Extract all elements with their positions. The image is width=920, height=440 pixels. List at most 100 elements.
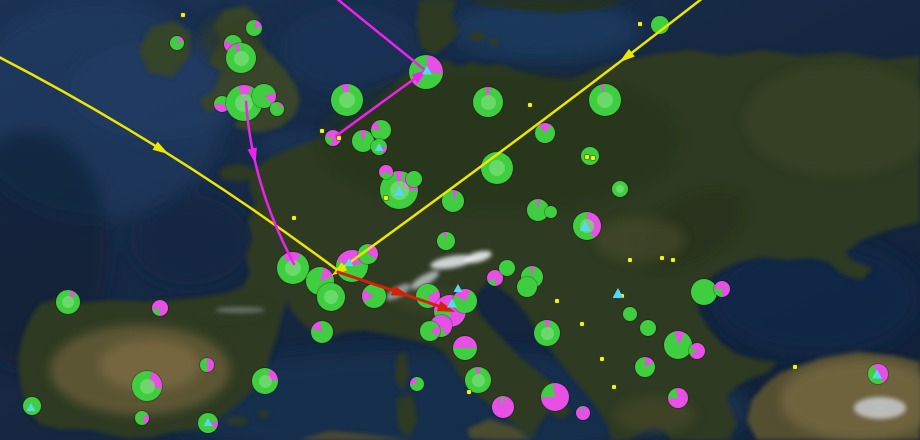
- waypoint-dot[interactable]: [585, 155, 589, 159]
- pie-marker[interactable]: [331, 84, 363, 116]
- waypoint-dot[interactable]: [528, 103, 532, 107]
- waypoint-dot[interactable]: [600, 357, 604, 361]
- pie-marker[interactable]: [534, 320, 560, 346]
- pie-marker[interactable]: [170, 36, 184, 50]
- pie-marker[interactable]: [541, 383, 569, 411]
- pie-marker[interactable]: [56, 290, 80, 314]
- waypoint-dot[interactable]: [793, 365, 797, 369]
- pie-marker[interactable]: [420, 321, 440, 341]
- pie-marker[interactable]: [252, 368, 278, 394]
- pie-marker[interactable]: [352, 130, 374, 152]
- pie-marker[interactable]: [473, 87, 503, 117]
- pie-marker[interactable]: [132, 371, 162, 401]
- triangle-marker[interactable]: [203, 417, 213, 426]
- pie-inner-ring: [616, 185, 624, 193]
- pie-marker[interactable]: [152, 300, 168, 316]
- pie-marker[interactable]: [714, 281, 730, 297]
- yellow-route-east[interactable]: [336, 0, 708, 273]
- pie-marker[interactable]: [200, 358, 214, 372]
- yellow-route-east-arrow: [619, 48, 635, 63]
- pie-inner-ring: [540, 326, 554, 340]
- red-route-arrow: [390, 285, 410, 297]
- pie-marker[interactable]: [517, 277, 537, 297]
- magenta-route-north[interactable]: [331, 0, 428, 73]
- red-route[interactable]: [336, 270, 449, 311]
- magenta-route-uk[interactable]: [244, 100, 296, 266]
- pie-marker[interactable]: [640, 320, 656, 336]
- pie-marker[interactable]: [481, 152, 513, 184]
- pie-marker[interactable]: [623, 307, 637, 321]
- magenta-route-uk-arrow: [247, 147, 257, 165]
- pie-marker[interactable]: [277, 252, 309, 284]
- pie-marker[interactable]: [226, 43, 256, 73]
- pie-marker[interactable]: [668, 388, 688, 408]
- pie-marker[interactable]: [453, 336, 477, 360]
- waypoint-dot[interactable]: [467, 390, 471, 394]
- triangle-marker[interactable]: [612, 288, 624, 299]
- triangle-marker[interactable]: [393, 186, 405, 197]
- red-route-arrow: [436, 301, 456, 312]
- triangle-marker[interactable]: [26, 402, 36, 411]
- pie-marker[interactable]: [465, 367, 491, 393]
- pie-marker[interactable]: [311, 321, 333, 343]
- pie-marker[interactable]: [612, 181, 628, 197]
- pie-inner-ring: [62, 296, 74, 308]
- waypoint-dot[interactable]: [628, 258, 632, 262]
- pie-inner-ring: [339, 92, 355, 108]
- pie-inner-ring: [139, 378, 155, 394]
- waypoint-dot[interactable]: [320, 129, 324, 133]
- pie-marker[interactable]: [487, 270, 503, 286]
- pie-marker[interactable]: [691, 279, 717, 305]
- pie-marker[interactable]: [492, 396, 514, 418]
- waypoint-dot[interactable]: [612, 385, 616, 389]
- pie-marker[interactable]: [371, 120, 391, 140]
- pie-inner-ring: [471, 373, 485, 387]
- waypoint-dot[interactable]: [181, 13, 185, 17]
- waypoint-dot[interactable]: [337, 136, 341, 140]
- waypoint-dot[interactable]: [384, 196, 388, 200]
- triangle-marker[interactable]: [579, 221, 591, 232]
- pie-marker[interactable]: [499, 260, 515, 276]
- waypoint-dot[interactable]: [660, 256, 664, 260]
- yellow-route-west[interactable]: [0, 55, 342, 274]
- yellow-route-east-arrow: [331, 262, 348, 276]
- waypoint-dot[interactable]: [638, 22, 642, 26]
- triangle-marker[interactable]: [374, 142, 384, 151]
- magenta-route-benelux[interactable]: [334, 72, 423, 138]
- pie-marker[interactable]: [246, 20, 262, 36]
- pie-marker[interactable]: [135, 411, 149, 425]
- pie-marker[interactable]: [664, 331, 692, 359]
- pie-marker[interactable]: [576, 406, 590, 420]
- waypoint-dot[interactable]: [591, 156, 595, 160]
- pie-marker[interactable]: [317, 283, 345, 311]
- pie-marker[interactable]: [410, 377, 424, 391]
- pie-inner-ring: [258, 374, 272, 388]
- pie-marker[interactable]: [581, 147, 599, 165]
- pie-marker[interactable]: [437, 232, 455, 250]
- pie-marker[interactable]: [545, 206, 557, 218]
- pie-marker[interactable]: [453, 289, 477, 313]
- triangle-marker[interactable]: [453, 283, 463, 292]
- pie-marker[interactable]: [651, 16, 669, 34]
- pie-marker[interactable]: [442, 190, 464, 212]
- waypoint-dot[interactable]: [671, 258, 675, 262]
- pie-marker[interactable]: [527, 199, 549, 221]
- triangle-marker[interactable]: [422, 65, 432, 75]
- waypoint-dot[interactable]: [292, 216, 296, 220]
- pie-marker[interactable]: [689, 343, 705, 359]
- pie-marker[interactable]: [379, 165, 393, 179]
- triangle-marker[interactable]: [344, 257, 354, 266]
- pie-marker[interactable]: [535, 123, 555, 143]
- triangle-marker[interactable]: [872, 369, 882, 379]
- waypoint-dot[interactable]: [580, 322, 584, 326]
- triangle-marker[interactable]: [447, 298, 457, 308]
- pie-marker[interactable]: [406, 171, 422, 187]
- waypoint-dot[interactable]: [555, 299, 559, 303]
- pie-marker[interactable]: [589, 84, 621, 116]
- pie-marker[interactable]: [270, 102, 284, 116]
- pie-marker[interactable]: [635, 357, 655, 377]
- pie-marker[interactable]: [358, 244, 378, 264]
